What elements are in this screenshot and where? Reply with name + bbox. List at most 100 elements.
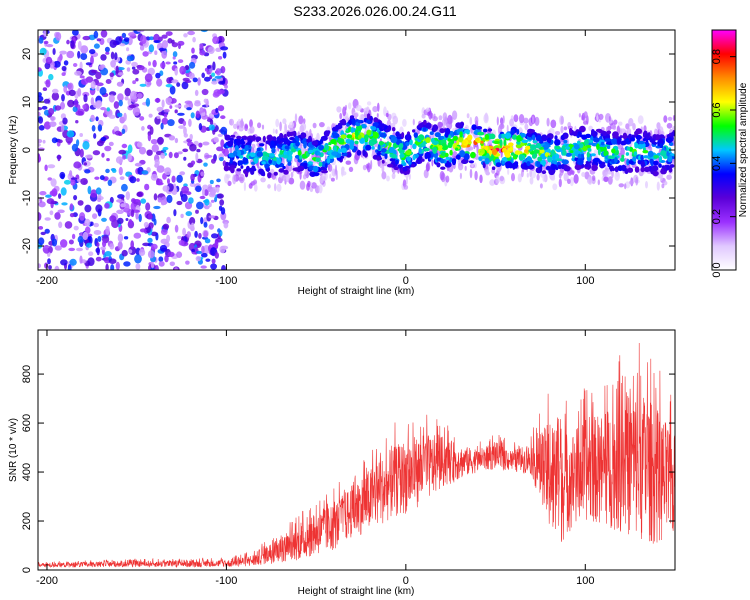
spectrogram-noise-blob	[174, 104, 182, 108]
spectrogram-haze-blob	[598, 113, 604, 120]
spectrogram-noise-blob	[54, 105, 62, 111]
spectrogram-haze-blob	[391, 172, 396, 180]
spectrogram-noise-blob	[178, 240, 185, 246]
spectrogram-signal-blob	[240, 165, 244, 169]
spectrogram-noise-blob	[115, 36, 122, 45]
spectrogram-haze-blob	[329, 173, 332, 179]
spectrogram-noise-blob	[60, 259, 68, 266]
spectrogram-noise-blob	[100, 107, 106, 111]
spectrogram-noise-blob	[208, 215, 216, 219]
spectrogram-noise-blob	[127, 144, 133, 154]
spectrogram-signal-blob	[546, 148, 551, 154]
spectrogram-noise-blob	[165, 97, 173, 104]
spectrogram-signal-blob	[260, 170, 265, 177]
spectrogram-haze-blob	[489, 179, 496, 186]
spectrogram-haze-blob	[524, 123, 529, 130]
spectrogram-noise-blob	[219, 245, 226, 254]
spectrogram-signal-blob	[504, 153, 511, 158]
spectrogram-noise-blob	[148, 113, 153, 118]
spectrogram-haze-blob	[243, 181, 246, 192]
spectrogram-noise-blob	[154, 50, 158, 55]
spectrogram-signal-blob	[579, 125, 586, 133]
spectrogram-noise-blob	[156, 165, 165, 173]
spectrogram-noise-blob	[76, 247, 83, 252]
spectrogram-signal-blob	[591, 164, 598, 171]
spectrogram-noise-blob	[161, 201, 166, 206]
spectrogram-signal-blob	[266, 168, 270, 172]
spectrogram-signal-blob	[262, 135, 266, 143]
spectrogram-signal-blob	[514, 150, 521, 155]
spectrogram-noise-blob	[79, 148, 84, 158]
spectrogram-signal-blob	[626, 146, 631, 151]
snr-y-ticks: 0 200 400 600 800	[21, 365, 675, 573]
spectrogram-noise-blob	[60, 125, 65, 133]
spectrogram-signal-blob	[658, 163, 662, 168]
spectrogram-noise-blob	[163, 113, 168, 118]
spectrogram-signal-blob	[330, 138, 337, 145]
spectrogram-noise-blob	[60, 187, 67, 196]
spectrogram-noise-blob	[38, 237, 45, 246]
spectrogram-noise-blob	[79, 61, 83, 70]
spectrogram-signal-blob	[554, 139, 561, 146]
spectrogram-noise-blob	[128, 249, 133, 254]
spectrogram-noise-blob	[83, 162, 88, 166]
spectrogram-noise-blob	[158, 47, 167, 52]
spectrogram-noise-blob	[161, 50, 168, 59]
spectrogram-haze-blob	[591, 175, 596, 181]
spectrogram-noise-blob	[90, 80, 96, 90]
spectrogram-haze-blob	[588, 175, 593, 186]
spectrogram-signal-blob	[337, 122, 344, 126]
spectrogram-signal-blob	[632, 156, 637, 163]
spectrogram-noise-blob	[161, 34, 168, 39]
spectrogram-noise-blob	[172, 51, 178, 58]
spectrogram-noise-blob	[222, 160, 227, 167]
spectrogram-haze-blob	[672, 115, 675, 121]
spectrogram-noise-blob	[90, 97, 95, 106]
spectrogram-noise-blob	[83, 94, 88, 103]
spectrogram-noise-blob	[117, 217, 124, 225]
spectrogram-noise-blob	[61, 65, 67, 72]
spectrogram-noise-blob	[202, 188, 205, 197]
spectrogram-signal-blob	[278, 135, 284, 139]
spectrogram-noise-blob	[61, 72, 66, 76]
spectrogram-signal-blob	[551, 149, 555, 157]
spectrogram-haze-blob	[318, 184, 323, 194]
spectrogram-signal-blob	[366, 129, 372, 136]
spectrogram-signal-blob	[650, 138, 656, 144]
snr-frame	[37, 329, 676, 571]
spectrogram-noise-blob	[145, 97, 151, 107]
spectrogram-signal-blob	[531, 134, 536, 141]
spectrogram-x-axis-label: Height of straight line (km)	[298, 286, 415, 297]
spectrogram-signal-blob	[590, 153, 596, 157]
spectrogram-haze-blob	[645, 181, 648, 189]
spectrogram-noise-blob	[195, 110, 200, 119]
spectrogram-noise-blob	[122, 154, 127, 160]
spectrogram-haze-blob	[620, 128, 627, 134]
spectrogram-noise-blob	[73, 225, 79, 231]
spectrogram-noise-blob	[68, 89, 76, 97]
spectrogram-signal-blob	[283, 169, 289, 175]
spectrogram-noise-blob	[211, 72, 216, 77]
spectrogram-noise-blob	[161, 99, 165, 108]
spectrogram-haze-blob	[511, 173, 515, 182]
colorbar-ticks: 0.0 0.2 0.4 0.6 0.8	[711, 49, 736, 278]
spectrogram-noise-blob	[145, 202, 151, 211]
spectrogram-noise-blob	[173, 61, 178, 65]
spectrogram-signal-blob	[440, 158, 445, 164]
spectrogram-noise-blob	[134, 254, 142, 264]
spectrogram-haze-blob	[446, 120, 453, 130]
spectrogram-noise-blob	[130, 209, 135, 218]
spectrogram-haze-blob	[536, 173, 540, 181]
spectrogram-haze-blob	[523, 117, 529, 124]
spectrogram-noise-blob	[191, 248, 196, 253]
spectrogram-noise-blob	[150, 231, 158, 237]
spectrogram-noise-blob	[125, 218, 129, 221]
spectrogram-signal-blob	[642, 155, 650, 159]
spectrogram-haze-blob	[672, 125, 675, 132]
spectrogram-noise-blob	[198, 142, 203, 148]
spectrogram-noise-blob	[42, 87, 48, 91]
colorbar-tick-label: 0.0	[711, 262, 723, 277]
spectrogram-haze-blob	[656, 181, 660, 191]
spectrogram-noise-blob	[160, 62, 166, 69]
spectrogram-noise-blob	[77, 88, 82, 97]
